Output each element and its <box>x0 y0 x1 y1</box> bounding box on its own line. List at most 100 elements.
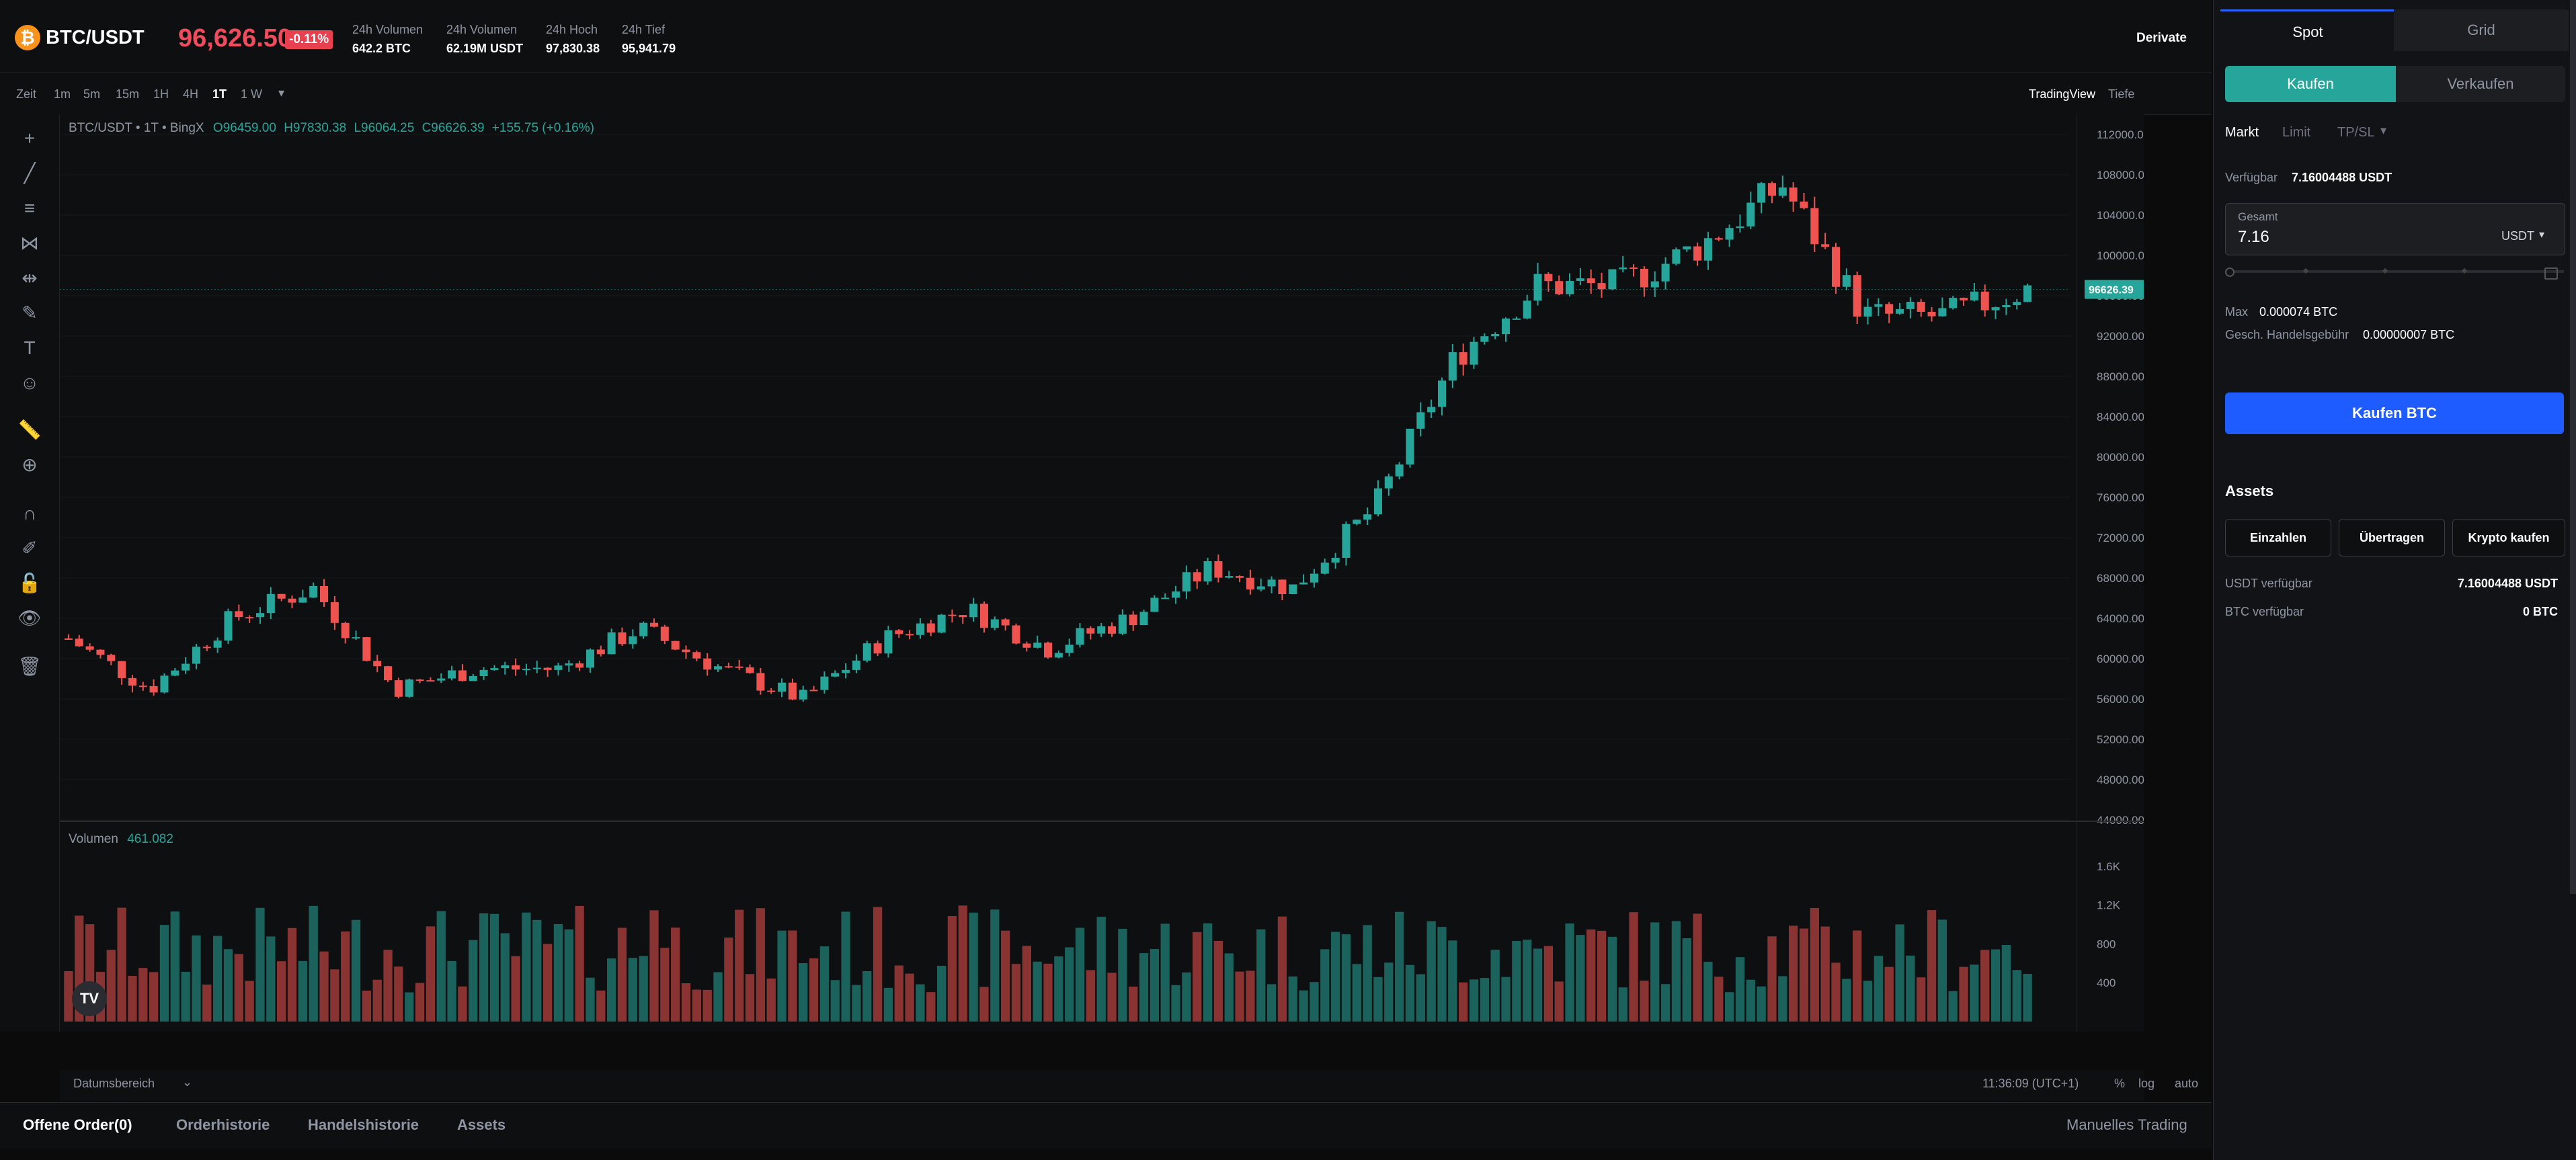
order-type-tpsl[interactable]: TP/SL <box>2337 125 2375 140</box>
volume-bar <box>1810 907 1819 1022</box>
magnet-icon[interactable]: ∩ <box>22 503 37 524</box>
slider-handle[interactable] <box>2225 267 2235 277</box>
tab-open-orders[interactable]: Offene Order(0) <box>23 1116 132 1133</box>
fib-icon[interactable]: ≡ <box>24 198 36 218</box>
measure-icon[interactable]: 📏 <box>17 419 42 440</box>
tab-grid[interactable]: Grid <box>2394 9 2569 51</box>
timeframe-5m[interactable]: 5m <box>83 87 101 101</box>
volume-bar <box>788 930 797 1022</box>
timeframe-1w[interactable]: 1 W <box>241 87 263 101</box>
volume-bar <box>362 990 372 1022</box>
volume-bar <box>947 916 957 1022</box>
volume-bar <box>702 989 712 1022</box>
ruler-range-icon[interactable]: ⇹ <box>22 267 38 288</box>
transfer-button[interactable]: Übertragen <box>2339 519 2445 556</box>
buy-crypto-button[interactable]: Krypto kaufen <box>2452 519 2565 556</box>
tab-tradingview[interactable]: TradingView <box>2029 87 2096 101</box>
volume-bar <box>181 971 190 1022</box>
candle-body <box>703 658 712 670</box>
price-chart[interactable]: BTC/USDT • 1T • BingX O96459.00 H97830.3… <box>60 114 2144 1032</box>
tab-assets[interactable]: Assets <box>457 1116 506 1133</box>
candle-body <box>1331 557 1340 563</box>
volume-bar <box>1501 977 1511 1022</box>
text-icon[interactable]: T <box>24 337 36 358</box>
tab-depth[interactable]: Tiefe <box>2108 87 2135 101</box>
volume-bar <box>128 976 137 1022</box>
manual-trading-link[interactable]: Manuelles Trading <box>2066 1116 2187 1133</box>
candle-body <box>213 640 222 648</box>
sell-toggle[interactable]: Verkaufen <box>2396 66 2565 102</box>
order-type-limit[interactable]: Limit <box>2282 125 2311 140</box>
chevron-down-icon[interactable]: ▾ <box>2380 124 2387 137</box>
deposit-button[interactable]: Einzahlen <box>2225 519 2331 556</box>
volume-bar <box>564 929 573 1022</box>
tab-order-history[interactable]: Orderhistorie <box>176 1116 270 1133</box>
derivate-link[interactable]: Derivate <box>2136 31 2187 45</box>
candle-body <box>799 690 807 700</box>
trash-icon[interactable]: 🗑 <box>17 656 42 677</box>
timeframe-15m[interactable]: 15m <box>116 87 140 101</box>
volume-bar <box>1799 928 1809 1022</box>
chevron-down-icon[interactable]: ⌄ <box>182 1075 193 1089</box>
candle-body <box>224 611 233 641</box>
eye-icon[interactable]: 👁 <box>17 608 42 628</box>
date-range-button[interactable]: Datumsbereich <box>73 1077 155 1090</box>
legend-close: C96626.39 <box>421 121 485 135</box>
price-tick-label: 84000.00 <box>2097 411 2144 423</box>
volume-bar <box>905 973 914 1022</box>
emoji-icon[interactable]: ☺ <box>19 372 40 393</box>
candle-body <box>1022 643 1031 648</box>
candlestick-svg[interactable]: 112000.00108000.00104000.00100000.009600… <box>60 114 2144 1032</box>
scrollbar[interactable] <box>2570 0 2576 894</box>
trendline-icon[interactable]: ╱ <box>24 163 36 183</box>
timeframe-time[interactable]: Zeit <box>16 87 37 101</box>
log-toggle[interactable]: log <box>2138 1077 2155 1090</box>
candle-body <box>75 638 83 647</box>
order-type-market[interactable]: Markt <box>2225 125 2259 140</box>
price-tick-label: 112000.00 <box>2097 128 2144 141</box>
amount-slider[interactable] <box>2225 270 2564 273</box>
tab-trade-history[interactable]: Handelshistorie <box>308 1116 419 1133</box>
crosshair-icon[interactable]: + <box>24 128 36 149</box>
candle-body <box>831 673 840 677</box>
auto-toggle[interactable]: auto <box>2175 1077 2199 1090</box>
price-tick-label: 80000.00 <box>2097 451 2144 464</box>
pair-selector[interactable]: BTC/USDT <box>46 27 145 48</box>
pattern-icon[interactable]: ⋈ <box>20 233 39 253</box>
candle-body <box>320 585 329 603</box>
tab-spot[interactable]: Spot <box>2220 9 2395 53</box>
brush-icon[interactable]: ✎ <box>22 302 38 323</box>
timeframe-1h[interactable]: 1H <box>153 87 169 101</box>
chevron-down-icon[interactable]: ▾ <box>2539 229 2545 241</box>
timeframe-1m[interactable]: 1m <box>54 87 71 101</box>
candle-body <box>1906 302 1915 309</box>
candle-body <box>288 598 296 603</box>
candle-body <box>1831 247 1841 287</box>
volume-bar <box>202 984 212 1022</box>
percent-toggle[interactable]: % <box>2114 1077 2126 1090</box>
timeframe-4h[interactable]: 4H <box>183 87 199 101</box>
total-field[interactable]: Gesamt 7.16 USDT ▾ <box>2225 203 2565 255</box>
stat-label: 24h Volumen <box>352 23 424 36</box>
slider-max[interactable] <box>2544 267 2558 280</box>
submit-buy-button[interactable]: Kaufen BTC <box>2225 392 2564 434</box>
candle-body <box>1683 246 1691 250</box>
unit-selector[interactable]: USDT <box>2501 229 2534 243</box>
price-tick-label: 76000.00 <box>2097 491 2144 504</box>
volume-bar <box>766 978 776 1022</box>
chevron-down-icon[interactable]: ▾ <box>278 86 285 99</box>
zoom-in-icon[interactable]: ⊕ <box>22 454 38 475</box>
total-input[interactable]: 7.16 <box>2238 228 2269 246</box>
candle-body <box>1629 267 1638 270</box>
timeframe-1d[interactable]: 1T <box>212 87 227 101</box>
lock-pencil-icon[interactable]: ✐ <box>22 538 38 558</box>
clock[interactable]: 11:36:09 (UTC+1) <box>1982 1077 2079 1090</box>
volume-bar <box>245 981 254 1022</box>
candle-body <box>809 690 818 692</box>
volume-bar <box>926 992 936 1022</box>
candle-body <box>1043 643 1053 658</box>
candle-body <box>1970 291 1978 300</box>
volume-bar <box>223 949 233 1022</box>
buy-toggle[interactable]: Kaufen <box>2225 66 2396 102</box>
lock-icon[interactable]: 🔓 <box>17 573 42 593</box>
